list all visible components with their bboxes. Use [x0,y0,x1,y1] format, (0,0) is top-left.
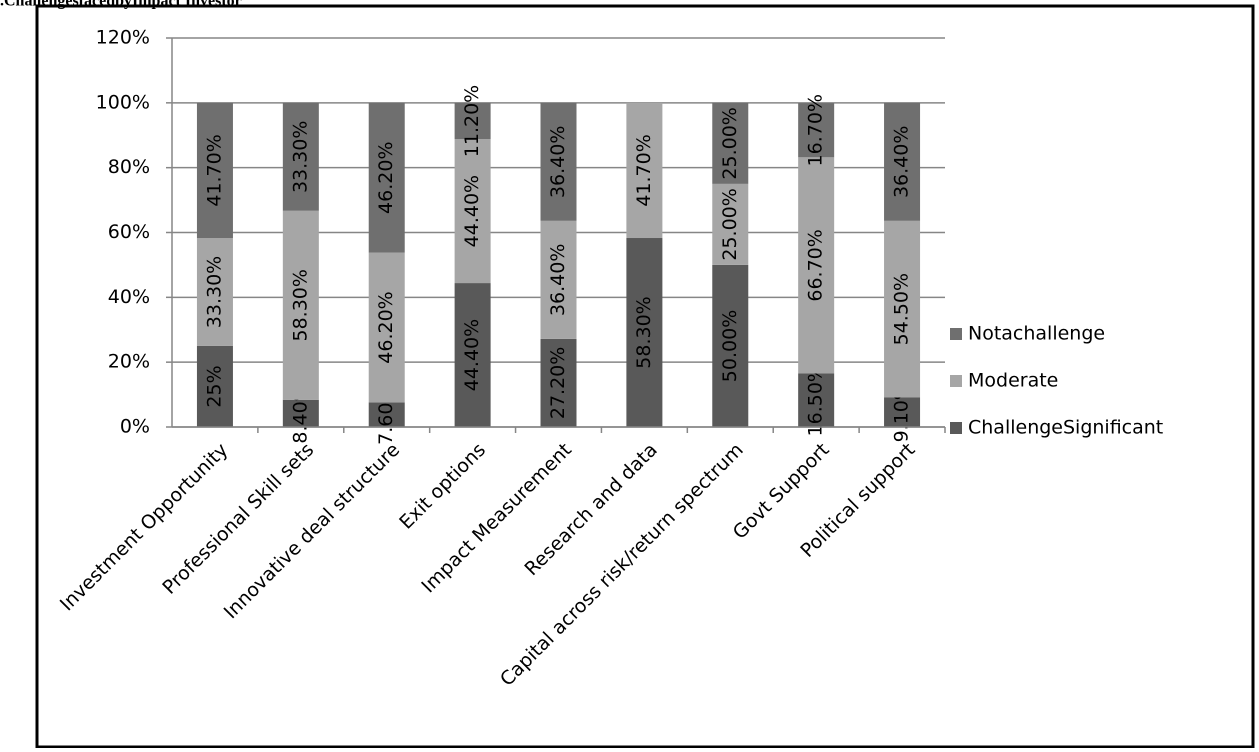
data-label: 16.70% [805,94,827,166]
bar-segment [712,183,749,265]
bar-segment [282,399,319,427]
data-label: 58.30% [289,269,311,341]
y-tick-label: 120% [96,27,150,49]
data-label: 11.20% [461,85,483,157]
data-label: 46.20% [375,291,397,363]
bar-segment [884,397,921,427]
bar-segment [884,220,921,398]
data-label: 33.30% [289,121,311,193]
data-label: 33.30% [203,256,225,328]
legend-label: Moderate [968,370,1058,392]
data-label: 36.40% [891,126,913,198]
bar-segment [712,102,749,184]
chart-title: .ChallengesfacedbyImpact Investor [0,0,242,10]
y-tick-label: 80% [108,156,150,178]
y-tick-label: 0% [120,416,150,438]
legend-swatch [950,328,962,340]
data-label: 66.70% [805,229,827,301]
data-label: 58.30% [633,296,655,368]
data-label: 25.00% [719,188,741,260]
bar-segment [626,238,663,427]
data-label: 25.00% [719,107,741,179]
data-label: 41.70% [633,134,655,206]
bar-segment [798,103,835,158]
data-label: 16.50% [805,364,827,436]
y-tick-label: 60% [108,221,150,243]
bar-segment [282,102,319,211]
bar-segment [626,102,663,239]
legend-label: Notachallenge [968,323,1105,345]
bar-segment [196,345,233,427]
bar-segment [798,157,835,374]
y-tick-label: 100% [96,91,150,113]
bar-segment [798,373,835,427]
data-label: 25% [203,365,225,407]
data-label: 46.20% [375,141,397,213]
bar-segment [540,220,577,339]
bar-segment [540,102,577,221]
bar-segment [196,102,233,239]
bar-segment [282,210,319,400]
bar-segment [454,139,491,284]
bar-segment [454,102,491,140]
bar-segment [884,102,921,221]
bar-segment [540,338,577,427]
bar-segment [368,102,405,253]
data-label: 44.40% [461,175,483,247]
bar-segment [196,238,233,346]
y-tick-label: 40% [108,286,150,308]
bar-segment [368,402,405,427]
legend-swatch [950,375,962,387]
bar-segment [454,283,491,427]
data-label: 54.50% [891,273,913,345]
data-label: 36.40% [547,244,569,316]
data-label: 44.40% [461,319,483,391]
legend-swatch [950,422,962,434]
data-label: 36.40% [547,126,569,198]
bar-segment [368,252,405,403]
data-label: 27.20% [547,347,569,419]
y-tick-label: 20% [108,351,150,373]
legend-label: ChallengeSignificant [968,417,1163,439]
data-label: 50.00% [719,310,741,382]
bar-segment [712,264,749,427]
data-label: 41.70% [203,134,225,206]
